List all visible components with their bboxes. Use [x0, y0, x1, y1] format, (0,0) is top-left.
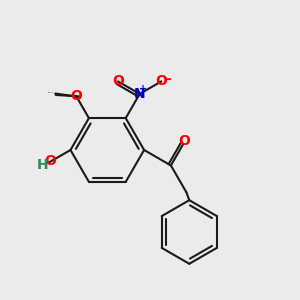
- Text: N: N: [134, 87, 146, 101]
- Text: H: H: [37, 158, 48, 172]
- Text: -: -: [165, 72, 171, 86]
- Text: O: O: [70, 89, 82, 103]
- Text: O: O: [155, 74, 167, 88]
- Text: +: +: [139, 84, 147, 94]
- Text: O: O: [45, 154, 56, 168]
- Text: O: O: [112, 74, 124, 88]
- Text: O: O: [178, 134, 190, 148]
- Text: methoxy: methoxy: [47, 92, 54, 93]
